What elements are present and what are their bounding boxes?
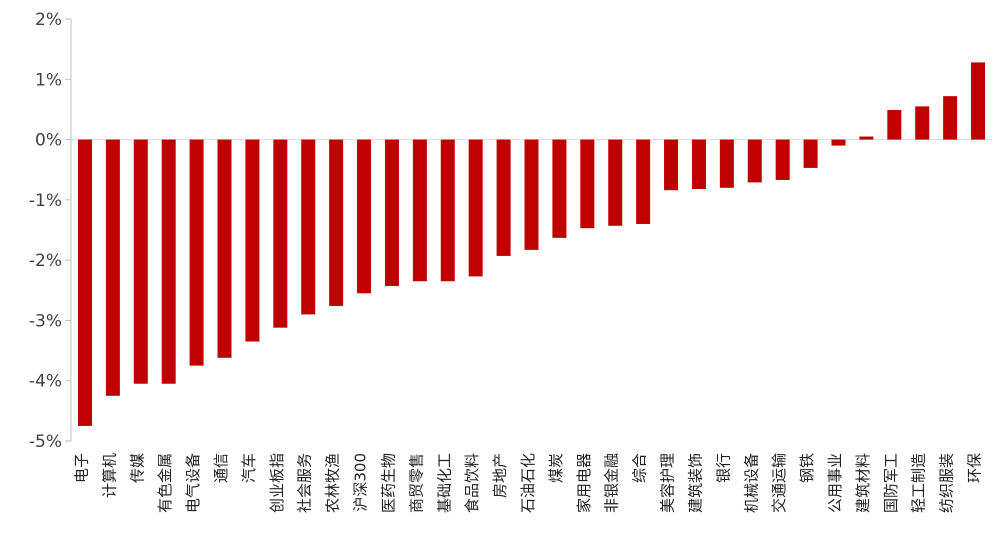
bar (747, 139, 762, 183)
bar (803, 139, 818, 168)
y-tick-label: -3% (29, 311, 62, 331)
y-tick-label: -1% (29, 191, 62, 211)
x-tick-label: 创业板指 (268, 453, 286, 513)
bar (943, 96, 958, 140)
x-tick-label: 计算机 (100, 453, 118, 498)
bar (412, 139, 427, 282)
x-tick-label: 建筑材料 (854, 453, 872, 513)
x-tick-label: 商贸零售 (407, 453, 425, 513)
bar (245, 139, 260, 342)
bar (273, 139, 288, 328)
bar (887, 110, 902, 140)
x-tick-label: 国防军工 (882, 453, 900, 513)
x-tick-label: 机械设备 (742, 453, 760, 513)
y-tick-label: -5% (29, 432, 62, 452)
y-tick-label: 1% (35, 70, 62, 90)
y-tick-label: -2% (29, 251, 62, 271)
x-tick-label: 纺织服装 (938, 453, 956, 513)
x-tick-label: 综合 (631, 453, 649, 483)
x-tick-label: 传媒 (128, 453, 146, 483)
x-tick-label: 电子 (72, 453, 90, 483)
bar (719, 139, 734, 188)
x-tick-label: 美容护理 (659, 453, 677, 513)
x-tick-label: 医药生物 (379, 453, 397, 513)
bar (301, 139, 316, 315)
x-tick-label: 家用电器 (575, 453, 593, 513)
x-tick-label: 农林牧渔 (324, 453, 342, 513)
x-tick-label: 建筑装饰 (686, 453, 704, 513)
bar (691, 139, 706, 189)
bars (77, 62, 986, 426)
bar (384, 139, 399, 287)
bar (77, 139, 92, 426)
bar (189, 139, 204, 366)
bar (859, 136, 874, 140)
x-tick-label: 交通运输 (770, 453, 788, 513)
x-tick-label: 社会服务 (296, 453, 314, 513)
bar (971, 62, 986, 140)
bar (105, 139, 120, 396)
bar (915, 106, 930, 140)
bar (496, 139, 511, 256)
x-tick-label: 房地产 (491, 453, 509, 498)
y-tick-label: 0% (35, 131, 62, 151)
x-axis-labels: 电子 计算机 传媒 有色金属 电气设备 通信 汽车 创业板指 社会服务 农林牧渔 沪深300 医药生物… (72, 453, 983, 513)
bar (636, 139, 651, 224)
bar (524, 139, 539, 250)
x-tick-label: 环保 (966, 453, 984, 483)
y-tick-label: -4% (29, 372, 62, 392)
bar (831, 139, 846, 146)
x-tick-label: 石油石化 (519, 453, 537, 513)
x-tick-label: 钢铁 (798, 453, 816, 483)
bar (580, 139, 595, 229)
x-tick-label: 食品饮料 (463, 453, 481, 513)
x-tick-label: 公用事业 (826, 453, 844, 513)
x-tick-label: 轻工制造 (910, 453, 928, 513)
bar (552, 139, 567, 238)
bar (775, 139, 790, 180)
bar (329, 139, 344, 306)
x-tick-label: 有色金属 (156, 453, 174, 513)
y-tick-label: 2% (35, 10, 62, 30)
bar (440, 139, 455, 282)
x-tick-label: 沪深300 (352, 453, 370, 512)
bar (161, 139, 176, 384)
bar (468, 139, 483, 277)
x-tick-label: 煤炭 (547, 453, 565, 483)
bar (133, 139, 148, 384)
bar (357, 139, 372, 294)
x-tick-label: 汽车 (240, 453, 258, 483)
x-tick-label: 基础化工 (435, 453, 453, 513)
x-tick-label: 非银金融 (603, 453, 621, 513)
bar (608, 139, 623, 226)
x-tick-label: 电气设备 (184, 453, 202, 513)
bar (217, 139, 232, 358)
bar (664, 139, 679, 191)
x-tick-label: 通信 (212, 453, 230, 483)
x-tick-label: 银行 (714, 453, 732, 483)
